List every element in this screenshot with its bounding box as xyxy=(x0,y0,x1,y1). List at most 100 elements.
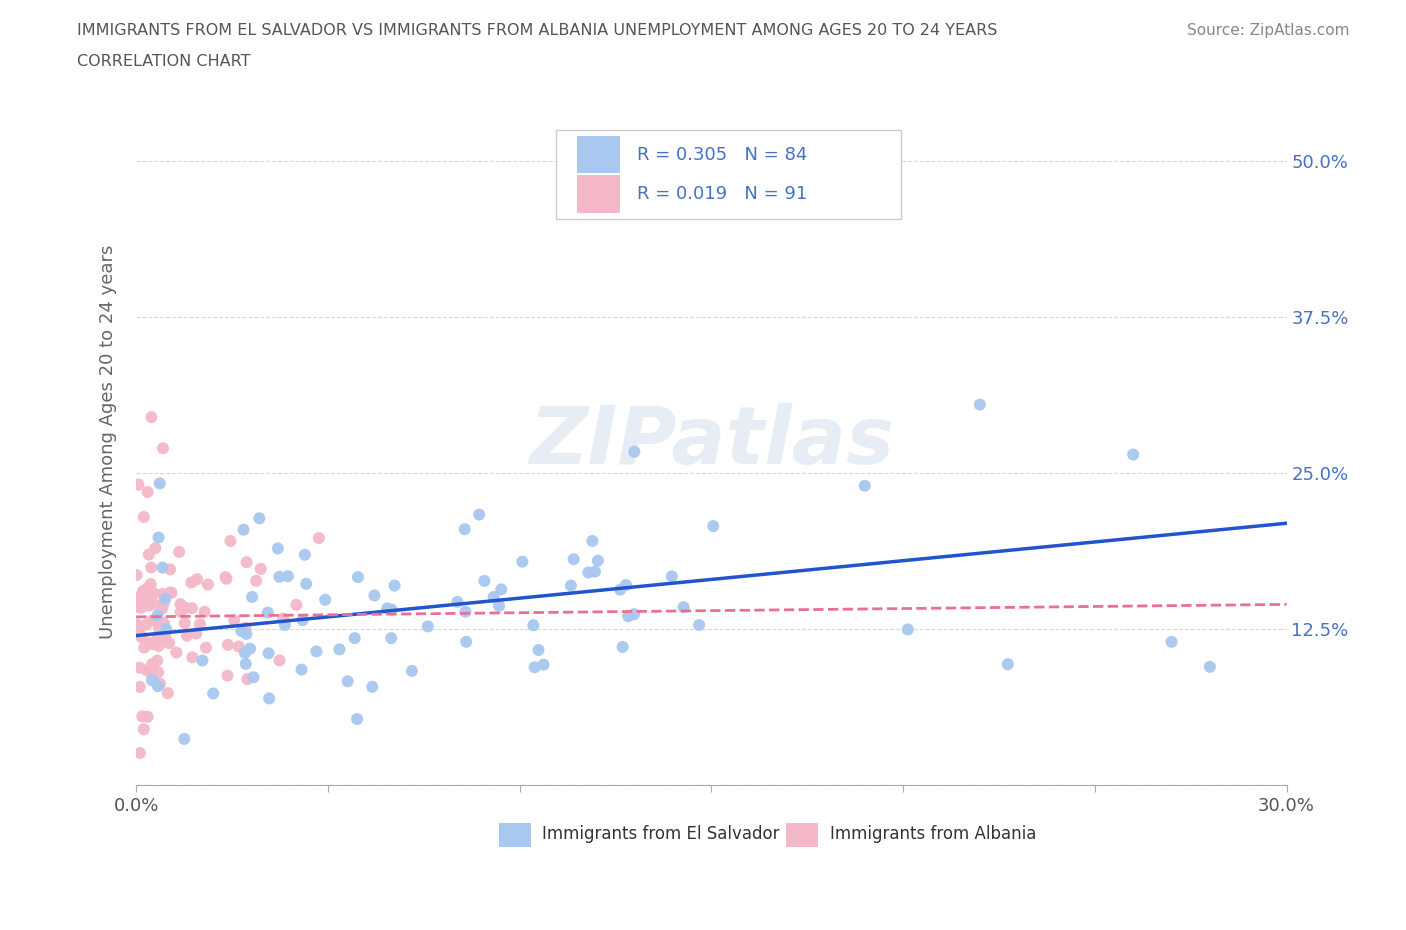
Point xyxy=(134,640,156,655)
Point xyxy=(142,586,165,601)
Point xyxy=(583,565,606,579)
Point xyxy=(186,572,208,587)
Bar xyxy=(576,136,620,174)
Point xyxy=(149,476,172,491)
Point xyxy=(129,600,152,615)
Point xyxy=(135,618,157,632)
Point xyxy=(688,618,710,632)
Point xyxy=(176,628,198,643)
Point xyxy=(446,594,468,609)
Point xyxy=(853,478,876,493)
Text: R = 0.305   N = 84: R = 0.305 N = 84 xyxy=(637,146,807,164)
Point xyxy=(173,616,195,631)
Point xyxy=(131,630,153,644)
Point xyxy=(224,613,246,628)
Point xyxy=(136,580,159,595)
Point xyxy=(242,670,264,684)
Point xyxy=(291,613,314,628)
Point xyxy=(159,585,181,600)
Point xyxy=(257,691,280,706)
Point xyxy=(271,611,294,626)
Point xyxy=(138,598,160,613)
Point xyxy=(235,657,257,671)
Point xyxy=(380,631,402,645)
Point xyxy=(235,620,257,635)
Bar xyxy=(786,822,818,847)
Point xyxy=(1199,659,1222,674)
Point xyxy=(128,660,150,675)
Point xyxy=(139,577,162,591)
Point xyxy=(173,732,195,747)
Point xyxy=(146,679,169,694)
Point xyxy=(277,569,299,584)
Point xyxy=(294,548,316,563)
Point xyxy=(489,582,512,597)
Point xyxy=(631,153,654,168)
Point xyxy=(128,680,150,695)
Point xyxy=(141,409,163,424)
Point xyxy=(235,627,257,642)
Bar xyxy=(576,175,620,213)
Point xyxy=(128,477,150,492)
Point xyxy=(380,602,402,617)
Point xyxy=(456,634,478,649)
Point xyxy=(614,578,637,592)
Point xyxy=(125,567,148,582)
Point xyxy=(375,601,398,616)
Text: Source: ZipAtlas.com: Source: ZipAtlas.com xyxy=(1187,23,1350,38)
Point xyxy=(132,584,155,599)
Point xyxy=(623,445,645,459)
Point xyxy=(239,641,262,656)
Point xyxy=(249,562,271,577)
Point xyxy=(215,571,238,586)
Point xyxy=(131,595,153,610)
Point xyxy=(336,673,359,688)
Point xyxy=(152,587,174,602)
Point xyxy=(148,621,170,636)
Point xyxy=(454,604,477,619)
Point xyxy=(194,640,217,655)
Point xyxy=(134,588,156,603)
Point xyxy=(152,441,174,456)
Point xyxy=(609,582,631,597)
Point xyxy=(141,560,163,575)
Point xyxy=(155,591,177,606)
Point xyxy=(146,665,169,680)
Point xyxy=(257,645,280,660)
Point xyxy=(128,625,150,640)
Point xyxy=(142,637,165,652)
Point xyxy=(148,530,170,545)
Text: IMMIGRANTS FROM EL SALVADOR VS IMMIGRANTS FROM ALBANIA UNEMPLOYMENT AMONG AGES 2: IMMIGRANTS FROM EL SALVADOR VS IMMIGRANT… xyxy=(77,23,998,38)
Point xyxy=(295,577,318,591)
Point xyxy=(181,650,204,665)
Point xyxy=(233,645,256,660)
Point xyxy=(143,540,166,555)
Point xyxy=(274,618,297,632)
Point xyxy=(127,591,149,605)
Point xyxy=(482,590,505,604)
Point xyxy=(661,569,683,584)
Point xyxy=(240,590,263,604)
Point xyxy=(153,616,176,631)
Point xyxy=(191,653,214,668)
Point xyxy=(165,645,187,660)
Point xyxy=(347,570,370,585)
Point xyxy=(285,597,308,612)
Point xyxy=(245,574,267,589)
Point xyxy=(672,600,695,615)
Point xyxy=(269,653,291,668)
Point xyxy=(267,541,290,556)
Point xyxy=(214,570,236,585)
Text: Immigrants from Albania: Immigrants from Albania xyxy=(830,825,1036,843)
Point xyxy=(169,597,191,612)
Point xyxy=(148,639,170,654)
Point xyxy=(560,578,582,593)
Point xyxy=(586,553,609,568)
Point xyxy=(132,583,155,598)
Point xyxy=(454,522,477,537)
Point xyxy=(235,555,257,570)
Point xyxy=(194,604,217,619)
Point xyxy=(146,631,169,645)
Point xyxy=(160,585,183,600)
Point xyxy=(236,671,259,686)
